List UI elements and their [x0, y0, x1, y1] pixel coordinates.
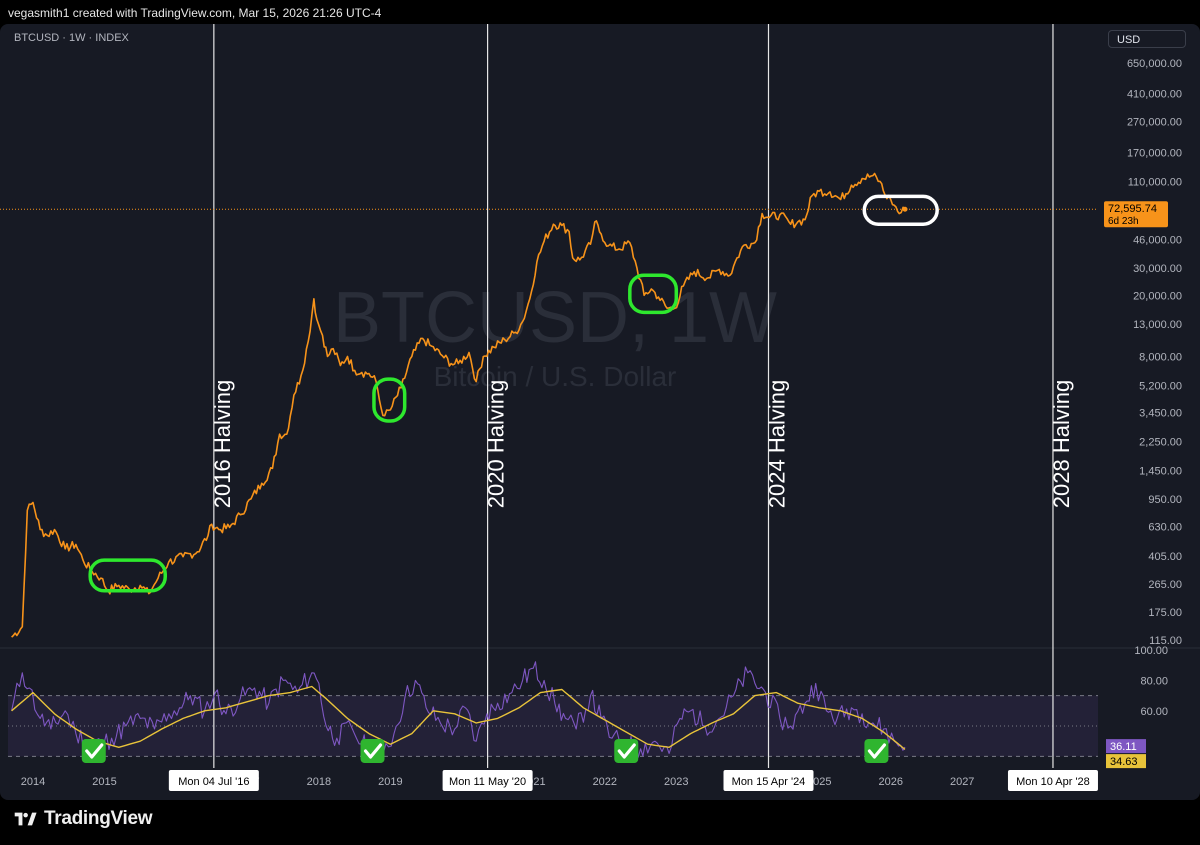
date-marker-bg: [1007, 770, 1098, 791]
time-axis-label: 2026: [878, 776, 902, 788]
halving-label: 2016 Halving: [210, 380, 235, 508]
halving-label: 2028 Halving: [1049, 380, 1074, 508]
checkmark-glyph: [617, 743, 636, 759]
rsi-line: [11, 661, 906, 759]
time-axis-label: 2015: [92, 776, 116, 788]
time-axis-label: 2023: [664, 776, 688, 788]
rsi-axis-label: 80.00: [1140, 675, 1168, 687]
price-axis-label: 265.00: [1148, 579, 1182, 591]
price-axis-label: 3,450.00: [1139, 408, 1182, 420]
price-axis-label: 630.00: [1148, 521, 1182, 533]
price-axis-label: 950.00: [1148, 494, 1182, 506]
price-axis-label: 8,000.00: [1139, 352, 1182, 364]
date-marker-label: Mon 15 Apr '24: [732, 776, 806, 788]
price-axis-label: 405.00: [1148, 551, 1182, 563]
watermark-subtitle: Bitcoin / U.S. Dollar: [434, 361, 677, 392]
bar-countdown-label: 6d 23h: [1108, 216, 1139, 227]
chart-panel[interactable]: BTCUSD, 1W Bitcoin / U.S. Dollar 2016 Halv…: [0, 24, 1200, 800]
checkmark-glyph: [363, 743, 383, 759]
rsi-ma-value-bg: [1106, 754, 1146, 769]
watermark-title: BTCUSD, 1W: [333, 278, 777, 358]
last-price-dot: [902, 206, 908, 212]
checkmark-glyph: [867, 743, 887, 759]
date-marker-label: Mon 04 Jul '16: [178, 776, 249, 788]
price-axis-label: 1,450.00: [1139, 466, 1182, 478]
price-axis-label: 46,000.00: [1133, 235, 1182, 247]
bottom-highlight-box: [88, 558, 167, 593]
bottom-highlight-box: [628, 273, 679, 315]
rsi-ma-line: [11, 685, 906, 750]
price-axis-label: 5,200.00: [1139, 380, 1182, 392]
price-axis-label: 410,000.00: [1127, 89, 1182, 101]
halving-label: 2020 Halving: [484, 380, 509, 508]
rsi-value-label: 36.11: [1110, 741, 1137, 753]
price-axis-label: 110,000.00: [1128, 176, 1182, 188]
halving-label: 2024 Halving: [764, 380, 789, 508]
price-axis-label: 30,000.00: [1133, 263, 1182, 275]
time-axis-label: 2027: [950, 776, 974, 788]
date-marker-label: Mon 11 May '20: [449, 776, 526, 788]
price-axis-label: 20,000.00: [1133, 290, 1182, 302]
price-axis-label: 115.00: [1149, 635, 1182, 647]
attribution-header: vegasmith1 created with TradingView.com,…: [8, 6, 382, 20]
currency-button[interactable]: USD: [1108, 30, 1186, 48]
rsi-ma-value-label: 34.63: [1110, 756, 1138, 768]
price-axis-label: 650,000.00: [1127, 58, 1182, 70]
time-axis-label: 2019: [378, 776, 402, 788]
date-marker-bg: [442, 770, 533, 791]
bottom-highlight-box: [372, 377, 407, 423]
rsi-axis-label: 60.00: [1140, 706, 1168, 718]
price-axis-label: 2,250.00: [1139, 436, 1182, 448]
current-price-label-bg: [1104, 201, 1168, 228]
rsi-axis-label: 100.00: [1134, 645, 1168, 657]
checkmark-glyph: [85, 743, 104, 759]
date-marker-label: Mon 10 Apr '28: [1016, 776, 1090, 788]
price-axis-label: 170,000.00: [1127, 147, 1182, 159]
symbol-info: BTCUSD · 1W · INDEX: [14, 32, 129, 44]
date-marker-bg: [723, 770, 814, 791]
price-series-line: [11, 172, 906, 638]
price-axis-label: 175.00: [1148, 607, 1182, 619]
footer: TradingView: [12, 808, 153, 830]
time-axis-label: 2022: [593, 776, 617, 788]
time-axis-label: 2014: [21, 776, 45, 788]
footer-brand: TradingView: [44, 808, 153, 829]
current-price-label: 72,595.74: [1108, 203, 1157, 215]
time-axis-label: 2018: [307, 776, 331, 788]
price-axis-label: 13,000.00: [1133, 319, 1182, 331]
price-axis-label: 270,000.00: [1127, 116, 1182, 128]
date-marker-bg: [168, 770, 259, 791]
tradingview-logo-icon: [14, 812, 37, 826]
current-highlight-box: [862, 194, 939, 226]
rsi-value-bg: [1106, 739, 1146, 754]
